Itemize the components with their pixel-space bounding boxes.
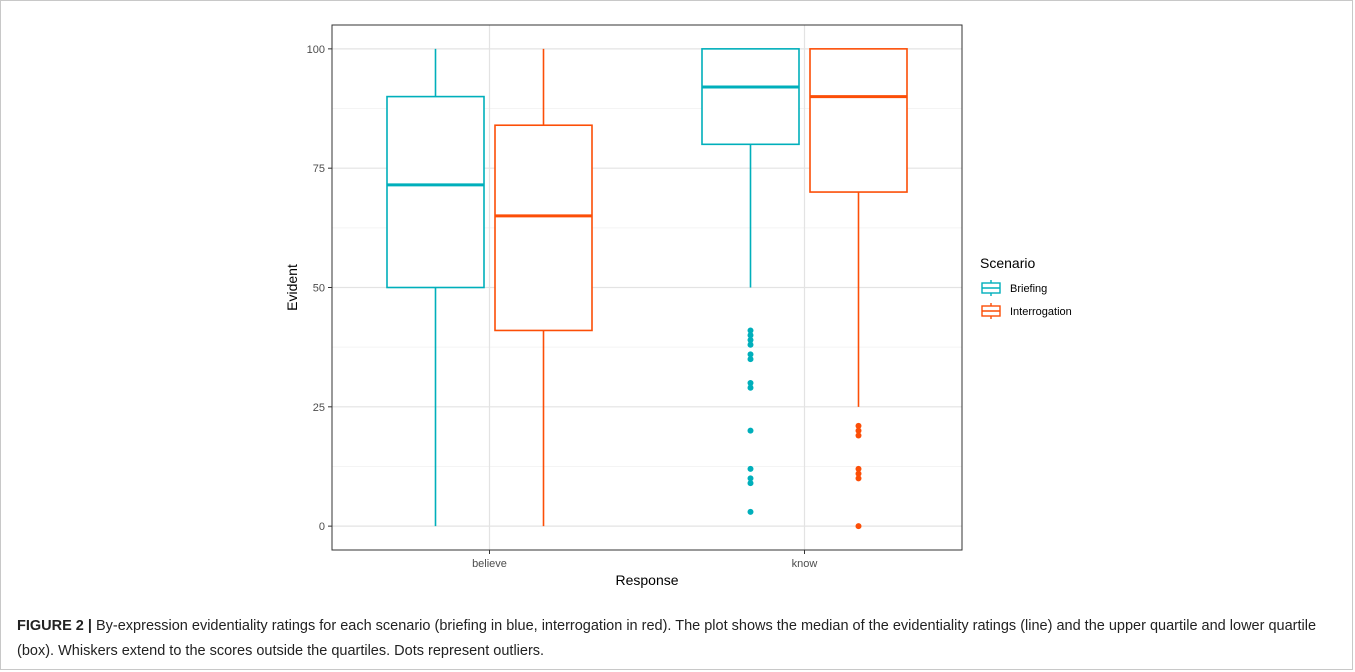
x-tick-label: know — [792, 558, 818, 570]
boxplot-chart: 0 25 50 75 100 believe know Response Evident S… — [284, 24, 1072, 588]
legend-title: Scenario — [980, 255, 1035, 271]
figure-caption: FIGURE 2 | By-expression evidentiality r… — [17, 614, 1337, 664]
outlier-point — [747, 508, 754, 515]
outlier-point — [855, 475, 862, 482]
legend: Scenario Briefing Interrogation — [980, 255, 1072, 319]
y-tick-label: 75 — [313, 163, 325, 175]
y-tick-label: 0 — [319, 521, 325, 533]
outlier-point — [855, 465, 862, 472]
outlier-point — [747, 356, 754, 363]
y-tick-label: 100 — [307, 44, 325, 56]
legend-label: Interrogation — [1010, 306, 1072, 318]
outlier-point — [747, 341, 754, 348]
outlier-point — [747, 427, 754, 434]
legend-item: Briefing — [981, 280, 1047, 296]
legend-item: Interrogation — [981, 303, 1072, 319]
marks-layer — [386, 48, 908, 530]
outlier-point — [747, 332, 754, 339]
legend-items: Briefing Interrogation — [981, 280, 1072, 319]
caption-text: By-expression evidentiality ratings for … — [17, 618, 1317, 659]
outlier-point — [855, 523, 862, 530]
outlier-point — [747, 475, 754, 482]
outlier-point — [747, 379, 754, 386]
axis-layer: 0 25 50 75 100 believe know — [307, 44, 818, 570]
outlier-point — [855, 470, 862, 477]
box — [386, 95, 485, 289]
y-axis-title: Evident — [284, 264, 300, 311]
outlier-point — [747, 480, 754, 487]
box — [809, 48, 908, 193]
x-tick-label: believe — [472, 558, 507, 570]
x-axis-title: Response — [615, 572, 678, 588]
box — [701, 48, 800, 146]
outlier-point — [747, 384, 754, 391]
outlier-point — [855, 422, 862, 429]
caption-lead: FIGURE 2 | — [17, 618, 92, 634]
outlier-point — [747, 327, 754, 334]
outlier-point — [855, 432, 862, 439]
legend-label: Briefing — [1010, 283, 1047, 295]
outlier-point — [747, 351, 754, 358]
y-tick-label: 25 — [313, 402, 325, 414]
outlier-point — [855, 427, 862, 434]
y-tick-label: 50 — [313, 283, 325, 295]
outlier-point — [747, 465, 754, 472]
box — [494, 124, 593, 332]
outlier-point — [747, 337, 754, 343]
